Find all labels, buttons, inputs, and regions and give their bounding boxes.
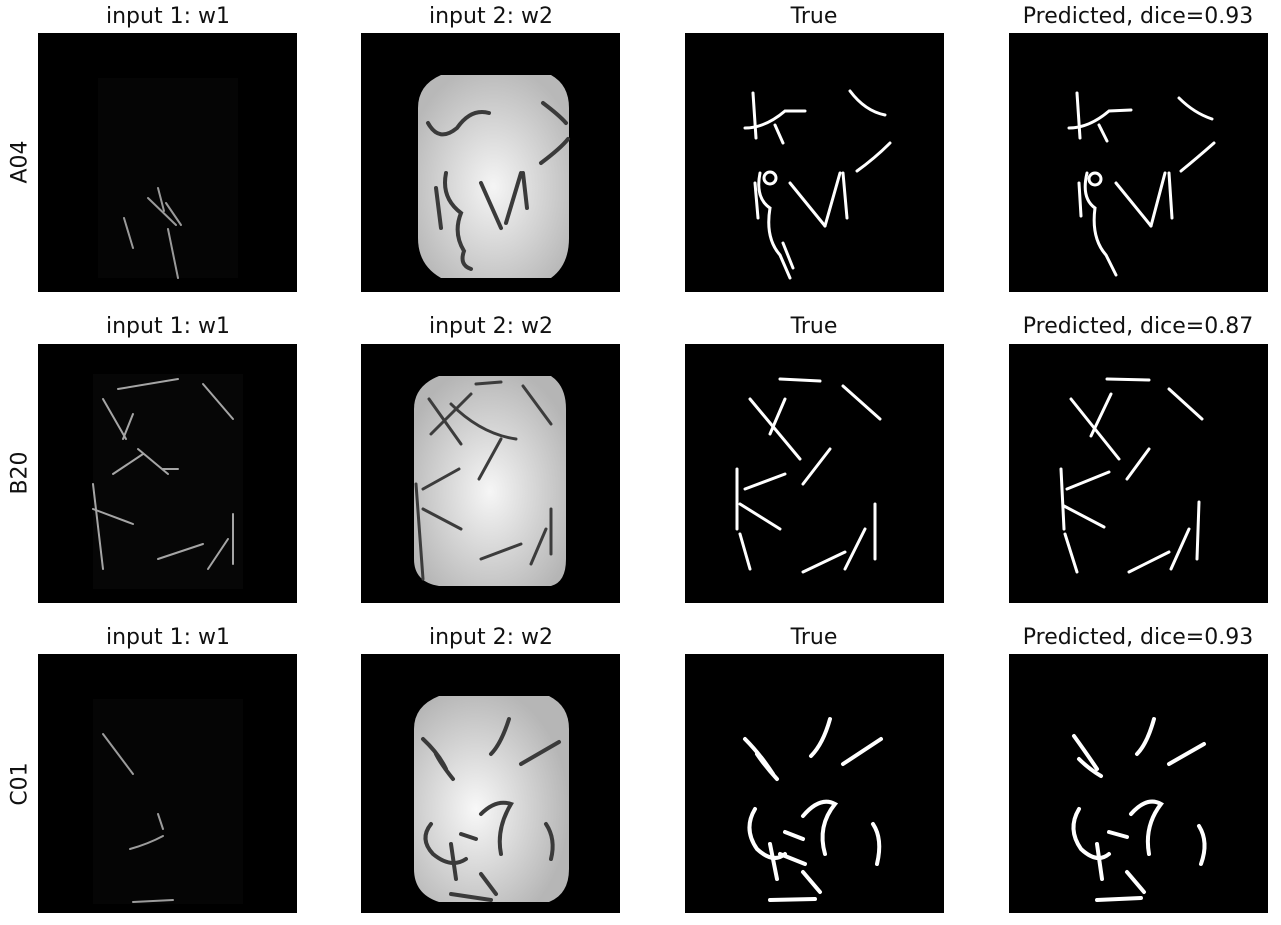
mask-a04-true <box>685 33 944 292</box>
row-label-a04: A04 <box>7 140 33 184</box>
title-true-row1: True <box>790 4 838 29</box>
row-label-c01: C01 <box>7 762 33 806</box>
title-input1-row2: input 1: w1 <box>106 314 230 339</box>
mask-b20-predicted <box>1009 344 1268 603</box>
title-predicted-row2: Predicted, dice=0.87 <box>1022 314 1254 339</box>
title-predicted-row3: Predicted, dice=0.93 <box>1022 625 1254 650</box>
title-input1-row1: input 1: w1 <box>106 4 230 29</box>
title-true-row2: True <box>790 314 838 339</box>
title-input2-row3: input 2: w2 <box>429 625 553 650</box>
mask-c01-true <box>685 654 944 913</box>
mask-c01-predicted <box>1009 654 1268 913</box>
row-label-b20: B20 <box>7 451 33 495</box>
image-b20-w1 <box>38 344 297 603</box>
image-c01-w2 <box>361 654 620 913</box>
title-input1-row3: input 1: w1 <box>106 625 230 650</box>
mask-a04-predicted <box>1009 33 1268 292</box>
mask-b20-true <box>685 344 944 603</box>
title-input2-row2: input 2: w2 <box>429 314 553 339</box>
title-predicted-row1: Predicted, dice=0.93 <box>1022 4 1254 29</box>
title-input2-row1: input 2: w2 <box>429 4 553 29</box>
image-b20-w2 <box>361 344 620 603</box>
image-a04-w2 <box>361 33 620 292</box>
title-true-row3: True <box>790 625 838 650</box>
image-a04-w1 <box>38 33 297 292</box>
image-c01-w1 <box>38 654 297 913</box>
